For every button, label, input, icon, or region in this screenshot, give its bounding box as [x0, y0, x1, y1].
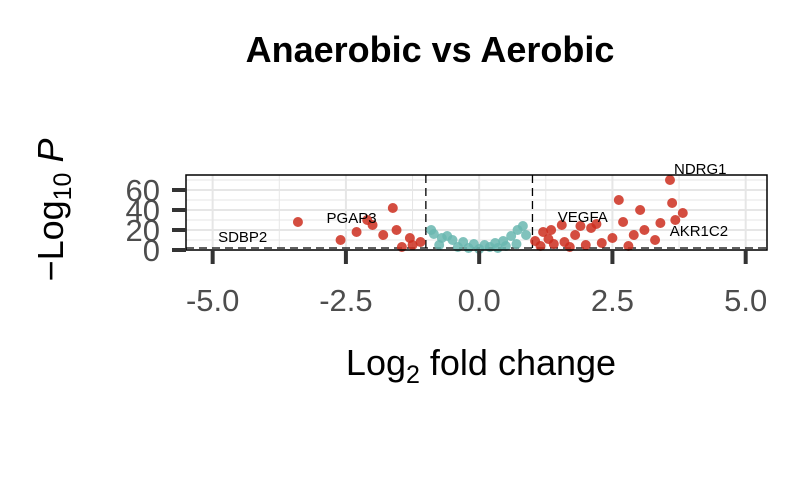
gene-label: SDBP2: [218, 229, 267, 246]
significant-point: [415, 237, 426, 247]
significant-point: [670, 215, 681, 225]
nonsignificant-point: [426, 225, 437, 235]
significant-point: [292, 217, 303, 227]
significant-point: [667, 198, 678, 208]
significant-point: [391, 225, 402, 235]
nonsignificant-point: [521, 230, 532, 240]
significant-point: [596, 238, 607, 248]
significant-point: [378, 230, 389, 240]
nonsignificant-point: [434, 240, 445, 250]
significant-point: [538, 227, 549, 237]
significant-point: [351, 227, 362, 237]
gene-label: PGAP3: [327, 210, 377, 227]
significant-point: [387, 203, 398, 213]
significant-point: [570, 230, 581, 240]
nonsignificant-point: [511, 239, 522, 249]
significant-point: [407, 240, 418, 250]
significant-point: [628, 230, 639, 240]
x-axis-title: Log2 fold change: [346, 342, 616, 389]
chart-title: Anaerobic vs Aerobic: [246, 29, 615, 70]
y-tick-label: 40: [126, 193, 160, 228]
x-tick-label: 5.0: [724, 283, 767, 318]
x-axis: -5.0 -2.5 0.0 2.5 5.0: [186, 250, 767, 318]
significant-point: [613, 195, 624, 205]
data-points: [292, 175, 688, 254]
nonsignificant-point: [442, 231, 453, 241]
significant-point: [580, 240, 591, 250]
nonsignificant-point: [492, 243, 503, 253]
x-tick-label: -5.0: [186, 283, 239, 318]
significant-point: [635, 205, 646, 215]
significant-point: [575, 221, 586, 231]
significant-point: [367, 220, 378, 230]
plot-panel: NDRG1 VEGFA PGAP3 AKR1C2 SDBP2: [185, 161, 768, 254]
y-axis-title: −Log10 P: [30, 139, 77, 282]
x-tick-label: 2.5: [591, 283, 634, 318]
gene-label: NDRG1: [674, 161, 727, 178]
nonsignificant-point: [500, 241, 511, 251]
x-tick-label: -2.5: [319, 283, 372, 318]
nonsignificant-point: [474, 244, 485, 254]
nonsignificant-point: [506, 231, 517, 241]
gene-labels: NDRG1 VEGFA PGAP3 AKR1C2 SDBP2: [218, 161, 728, 246]
significant-point: [556, 220, 567, 230]
significant-point: [335, 235, 346, 245]
y-tick-label: 60: [126, 173, 160, 208]
nonsignificant-point: [463, 243, 474, 253]
significant-point: [586, 223, 597, 233]
nonsignificant-point: [512, 225, 523, 235]
significant-point: [655, 218, 666, 228]
significant-point: [548, 239, 559, 249]
significant-point: [650, 235, 661, 245]
significant-point: [535, 241, 546, 251]
x-tick-label: 0.0: [458, 283, 501, 318]
gene-label: VEGFA: [558, 209, 608, 226]
y-tick-label: 20: [126, 213, 160, 248]
panel-background: [186, 175, 767, 250]
panel-border: [185, 174, 768, 251]
significant-point: [677, 208, 688, 218]
significant-point: [623, 241, 634, 251]
significant-point: [618, 217, 629, 227]
significant-point: [664, 175, 675, 185]
significant-point: [639, 225, 650, 235]
y-tick-label: 0: [143, 233, 160, 268]
gene-label: AKR1C2: [670, 223, 728, 240]
significant-point: [607, 233, 618, 243]
significant-point: [546, 225, 557, 235]
